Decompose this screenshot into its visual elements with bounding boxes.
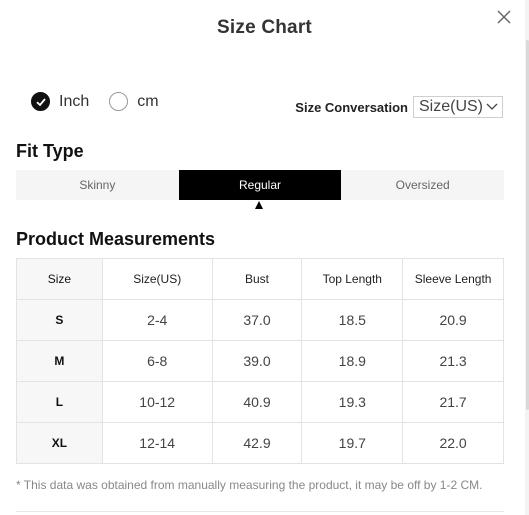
cell-size-us: 10-12 <box>101 381 213 423</box>
unit-label-cm: cm <box>137 92 159 110</box>
cell-size: XL <box>16 422 103 464</box>
header-bust: Bust <box>211 258 303 300</box>
dialog-title: Size Chart <box>217 17 312 38</box>
cell-sleeve-length: 22.0 <box>402 422 504 464</box>
unit-option-cm[interactable]: cm <box>109 92 159 111</box>
header-sleeve-length: Sleeve Length <box>402 258 504 300</box>
header-top-length: Top Length <box>301 258 404 300</box>
table-row: S 2-4 37.0 18.5 20.9 <box>16 299 504 341</box>
unit-option-inch[interactable]: Inch <box>31 92 89 111</box>
product-measurements-title: Product Measurements <box>16 229 216 249</box>
fit-type-title: Fit Type <box>16 141 84 161</box>
cell-sleeve-length: 21.7 <box>402 381 504 423</box>
divider <box>16 511 504 512</box>
cell-size-us: 6-8 <box>101 340 213 382</box>
close-icon <box>497 10 511 24</box>
unit-label-inch: Inch <box>59 92 90 110</box>
cell-top-length: 19.3 <box>301 381 404 423</box>
table-row: L 10-12 40.9 19.3 21.7 <box>16 381 504 423</box>
cell-size-us: 12-14 <box>101 422 213 464</box>
size-conversion-label: Size Conversation <box>295 99 408 115</box>
fit-type-tabs: Skinny Regular Oversized <box>16 170 504 200</box>
cell-top-length: 18.5 <box>301 299 404 341</box>
chevron-down-icon <box>486 103 498 110</box>
cell-bust: 39.0 <box>211 340 303 382</box>
cell-top-length: 19.7 <box>301 422 404 464</box>
radio-unchecked-icon <box>109 92 129 111</box>
table-header-row: Size Size(US) Bust Top Length Sleeve Len… <box>16 258 504 300</box>
scrollbar-thumb[interactable] <box>526 40 529 410</box>
close-button[interactable] <box>495 8 513 26</box>
measurement-note: * This data was obtained from manually m… <box>16 478 483 492</box>
cell-bust: 40.9 <box>211 381 303 423</box>
header-size-us: Size(US) <box>101 258 213 300</box>
scrollbar[interactable] <box>525 0 529 515</box>
unit-selector: Inch cm <box>31 92 179 111</box>
measurements-table: Size Size(US) Bust Top Length Sleeve Len… <box>16 258 504 464</box>
cell-sleeve-length: 20.9 <box>402 299 504 341</box>
active-tab-indicator <box>255 201 263 209</box>
table-row: M 6-8 39.0 18.9 21.3 <box>16 340 504 382</box>
tab-skinny[interactable]: Skinny <box>79 178 116 192</box>
cell-sleeve-length: 21.3 <box>402 340 504 382</box>
cell-size-us: 2-4 <box>101 299 213 341</box>
size-conversion-value: Size(US) <box>418 98 483 115</box>
cell-bust: 37.0 <box>211 299 303 341</box>
cell-size: S <box>16 299 103 341</box>
header-size: Size <box>16 258 103 300</box>
table-row: XL 12-14 42.9 19.7 22.0 <box>16 422 504 464</box>
radio-checked-icon <box>31 92 50 111</box>
cell-size: M <box>16 340 103 382</box>
size-conversion: Size Conversation Size(US) <box>295 96 503 118</box>
cell-size: L <box>16 381 103 423</box>
size-conversion-select[interactable]: Size(US) <box>412 96 503 118</box>
cell-bust: 42.9 <box>211 422 303 464</box>
tab-oversized[interactable]: Oversized <box>395 178 450 192</box>
tab-regular[interactable]: Regular <box>178 170 342 200</box>
cell-top-length: 18.9 <box>301 340 404 382</box>
